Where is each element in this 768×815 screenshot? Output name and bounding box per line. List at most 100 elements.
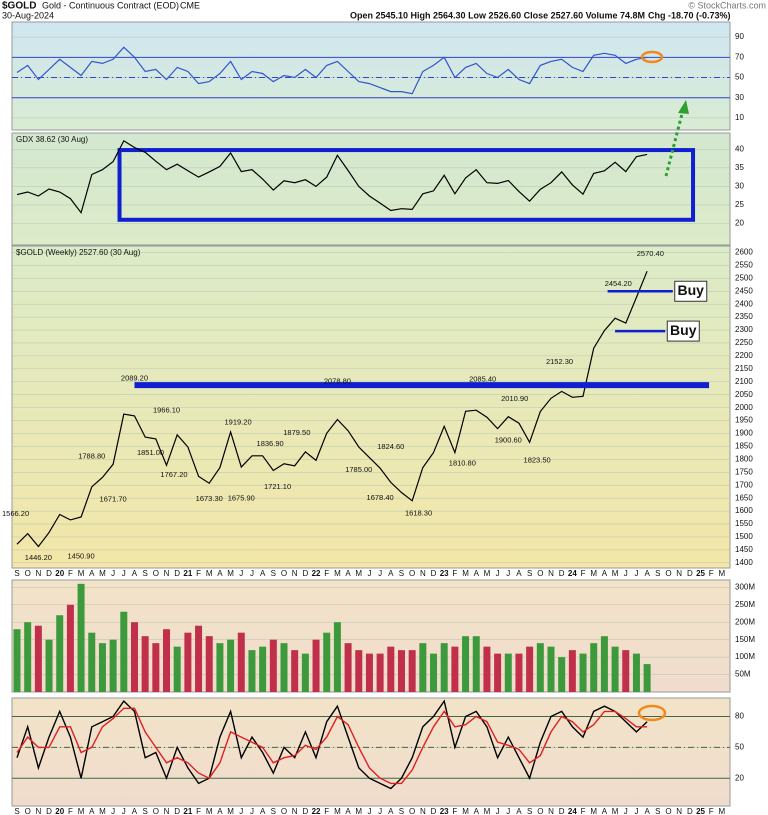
x-tick-label: M [462, 569, 469, 578]
volume-bar [419, 643, 427, 692]
x-tick-label: M [355, 807, 362, 815]
x-tick-label: D [687, 569, 693, 578]
price-annotation: 1823.50 [524, 455, 551, 464]
gold-panel [11, 245, 731, 569]
y-tick-label: 100M [735, 652, 755, 661]
x-tick-label: D [302, 807, 308, 815]
volume-bar [24, 622, 32, 692]
volume-bar [408, 650, 416, 692]
x-tick-label: 22 [312, 807, 321, 815]
copyright: © StockCharts.com [688, 0, 766, 10]
volume-bar [280, 643, 288, 692]
x-tick-label: M [227, 807, 234, 815]
x-tick-label: A [345, 807, 351, 815]
y-tick-label: 150M [735, 635, 755, 644]
x-tick-label: 20 [55, 807, 64, 815]
indicator-line [16, 699, 648, 790]
x-tick-label: N [420, 569, 426, 578]
x-tick-label: M [590, 807, 597, 815]
y-tick-label: 1550 [735, 519, 753, 528]
x-tick-label: J [250, 569, 254, 578]
y-tick-label: 50 [735, 73, 744, 82]
x-tick-label: M [484, 569, 491, 578]
x-tick-label: 20 [55, 569, 64, 578]
x-tick-label: O [153, 569, 159, 578]
volume-bar [269, 639, 277, 692]
x-tick-label: M [462, 807, 469, 815]
indicator-line [16, 707, 648, 785]
x-tick-label: A [602, 807, 608, 815]
buy-box [674, 280, 708, 302]
x-tick-label: A [388, 807, 394, 815]
x-tick-label: J [378, 569, 382, 578]
volume-bar [109, 639, 117, 692]
x-tick-label: D [46, 569, 52, 578]
x-tick-label: M [206, 569, 213, 578]
volume-bar [440, 643, 448, 692]
instrument-name: Gold - Continuous Contract (EOD) [42, 0, 179, 10]
y-tick-label: 2000 [735, 403, 753, 412]
highlight-ellipse [640, 50, 664, 64]
y-tick-label: 1400 [735, 558, 753, 567]
price-annotation: 1966.10 [153, 405, 180, 414]
x-tick-label: M [590, 569, 597, 578]
y-tick-label: 300M [735, 582, 755, 591]
x-tick-label: N [676, 807, 682, 815]
x-tick-label: 25 [696, 807, 705, 815]
x-tick-label: O [665, 569, 671, 578]
x-tick-label: M [334, 569, 341, 578]
x-tick-label: M [612, 569, 619, 578]
volume-bar [462, 636, 470, 692]
x-tick-label: 21 [183, 807, 192, 815]
volume-bar [88, 632, 96, 692]
volume-bar [483, 646, 491, 692]
x-tick-label: A [217, 569, 223, 578]
volume-bar [504, 653, 512, 692]
x-tick-label: O [537, 569, 543, 578]
y-tick-label: 2250 [735, 338, 753, 347]
price-annotation: 2085.40 [469, 375, 496, 384]
x-tick-label: J [122, 569, 126, 578]
price-annotation: 2078.80 [324, 376, 351, 385]
price-annotation: 2010.90 [501, 394, 528, 403]
arrow-head [678, 100, 689, 114]
x-tick-label: A [602, 569, 608, 578]
volume-bar [365, 653, 373, 692]
x-tick-label: A [388, 569, 394, 578]
x-tick-label: A [474, 569, 480, 578]
y-tick-label: 70 [735, 52, 744, 61]
x-tick-label: A [89, 807, 95, 815]
y-tick-label: 250M [735, 600, 755, 609]
x-tick-label: F [68, 807, 73, 815]
x-tick-label: 23 [440, 807, 449, 815]
volume-bar [387, 646, 395, 692]
y-tick-label: 2100 [735, 377, 753, 386]
x-tick-label: 24 [568, 569, 577, 578]
x-tick-label: 25 [696, 569, 705, 578]
price-line [16, 270, 648, 548]
x-tick-label: J [111, 569, 115, 578]
volume-bar [355, 650, 363, 692]
volume-bar [259, 646, 267, 692]
stochastic-panel [11, 697, 731, 807]
x-tick-label: S [655, 569, 660, 578]
x-tick-label: M [227, 569, 234, 578]
volume-bar [248, 650, 256, 692]
x-tick-label: 22 [312, 569, 321, 578]
volume-bar [632, 653, 640, 692]
x-tick-label: M [484, 807, 491, 815]
y-tick-label: 20 [735, 773, 744, 782]
price-annotation: 1673.30 [196, 494, 223, 503]
y-tick-label: 50 [735, 742, 744, 751]
x-tick-label: A [474, 807, 480, 815]
buy-box [666, 320, 700, 342]
x-tick-label: A [345, 569, 351, 578]
x-tick-label: N [292, 807, 298, 815]
x-tick-label: J [506, 807, 510, 815]
volume-bar [98, 643, 106, 692]
volume-bar [291, 650, 299, 692]
x-tick-label: D [174, 807, 180, 815]
x-tick-label: F [452, 569, 457, 578]
volume-bar [66, 604, 74, 692]
volume-bar [152, 643, 160, 692]
